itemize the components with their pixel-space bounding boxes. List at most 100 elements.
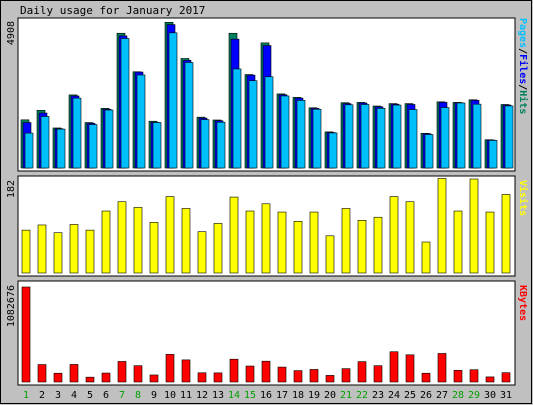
visits-bar — [357, 220, 367, 274]
day-label: 9 — [151, 390, 157, 401]
visits-bar — [293, 221, 303, 274]
day-label: 18 — [292, 390, 304, 401]
day-label: 12 — [196, 390, 208, 401]
pages-bar — [408, 109, 418, 169]
day-label: 26 — [420, 390, 432, 401]
kbytes-bar — [485, 376, 495, 383]
pages-bar — [104, 109, 114, 169]
sep1-label: / — [517, 48, 528, 54]
visits-bar — [373, 216, 383, 274]
visits-bar — [405, 201, 415, 274]
pages-bar — [392, 104, 402, 169]
kbytes-bar — [405, 354, 415, 383]
kbytes-bar — [245, 365, 255, 383]
day-label: 6 — [103, 390, 109, 401]
kbytes-bar — [325, 375, 335, 383]
visits-bar — [325, 235, 335, 274]
day-label: 5 — [87, 390, 93, 401]
pages-bar — [184, 62, 194, 169]
pages-bar — [120, 38, 130, 169]
visits-bar — [485, 211, 495, 274]
kbytes-bar — [277, 366, 287, 383]
visits-bar — [229, 196, 239, 274]
visits-bar — [277, 211, 287, 274]
kbytes-bar — [133, 365, 143, 383]
pages-bar — [216, 121, 226, 169]
pages-bar — [280, 95, 290, 169]
day-label: 7 — [119, 390, 125, 401]
hits-bars — [20, 21, 514, 169]
pages-bar — [56, 128, 66, 169]
kbytes-bar — [181, 359, 191, 383]
kbytes-bars — [21, 286, 511, 383]
day-label: 21 — [340, 390, 352, 401]
day-label: 11 — [180, 390, 192, 401]
day-label: 16 — [260, 390, 272, 401]
visits-bar — [53, 232, 63, 274]
hits-label: Hits — [517, 90, 529, 114]
files-label: Files — [517, 54, 529, 84]
day-label: 30 — [484, 390, 496, 401]
visits-bar — [85, 229, 95, 274]
kbytes-bar — [85, 376, 95, 383]
pages-bar — [40, 116, 50, 169]
visits-bar — [453, 210, 463, 274]
day-label: 22 — [356, 390, 368, 401]
pages-bar — [88, 124, 98, 169]
kbytes-bar — [501, 372, 511, 383]
visits-bar — [245, 210, 255, 274]
visits-bar — [309, 211, 319, 274]
kbytes-bar — [357, 361, 367, 383]
pages-bar — [440, 107, 450, 169]
visits-bar — [501, 194, 511, 274]
day-label: 29 — [468, 390, 480, 401]
visits-bars — [21, 178, 511, 274]
visits-bar — [341, 208, 351, 274]
visits-bar — [69, 224, 79, 274]
day-label: 2 — [39, 390, 45, 401]
kbytes-bar — [453, 370, 463, 383]
kbytes-bar — [421, 372, 431, 383]
pages-bar — [360, 104, 370, 169]
pages-bar — [344, 104, 354, 169]
visits-bar — [197, 231, 207, 274]
day-label: 17 — [276, 390, 288, 401]
day-label: 14 — [228, 390, 240, 401]
pages-bar — [248, 80, 258, 169]
pages-bar — [472, 103, 482, 169]
visits-bar — [261, 203, 271, 274]
day-label: 19 — [308, 390, 320, 401]
kbytes-ymax-label: 1082676 — [6, 285, 17, 327]
pages-bar — [264, 76, 274, 169]
visits-axis-label: Visits — [517, 180, 529, 216]
kbytes-bar — [197, 372, 207, 383]
day-label: 23 — [372, 390, 384, 401]
day-label: 4 — [71, 390, 77, 401]
kbytes-bar — [341, 368, 351, 383]
kbytes-bar — [21, 286, 31, 383]
pages-bar — [328, 132, 338, 169]
kbytes-bar — [53, 372, 63, 383]
pages-bar — [424, 134, 434, 169]
kbytes-bar — [101, 372, 111, 383]
visits-bar — [181, 208, 191, 274]
kbytes-bar — [373, 365, 383, 383]
day-label: 8 — [135, 390, 141, 401]
pages-bar — [152, 122, 162, 169]
visits-bar — [421, 241, 431, 274]
day-label: 10 — [164, 390, 176, 401]
kbytes-bar — [69, 364, 79, 383]
pages-bar — [136, 74, 146, 169]
pages-bar — [456, 102, 466, 169]
day-label: 3 — [55, 390, 61, 401]
day-label: 1 — [23, 390, 29, 401]
kbytes-bar — [37, 364, 47, 383]
day-label: 28 — [452, 390, 464, 401]
pages-bar — [168, 32, 178, 169]
visits-bar — [21, 229, 31, 274]
day-label: 24 — [388, 390, 400, 401]
pages-bar — [296, 100, 306, 169]
visits-bar — [165, 196, 175, 274]
